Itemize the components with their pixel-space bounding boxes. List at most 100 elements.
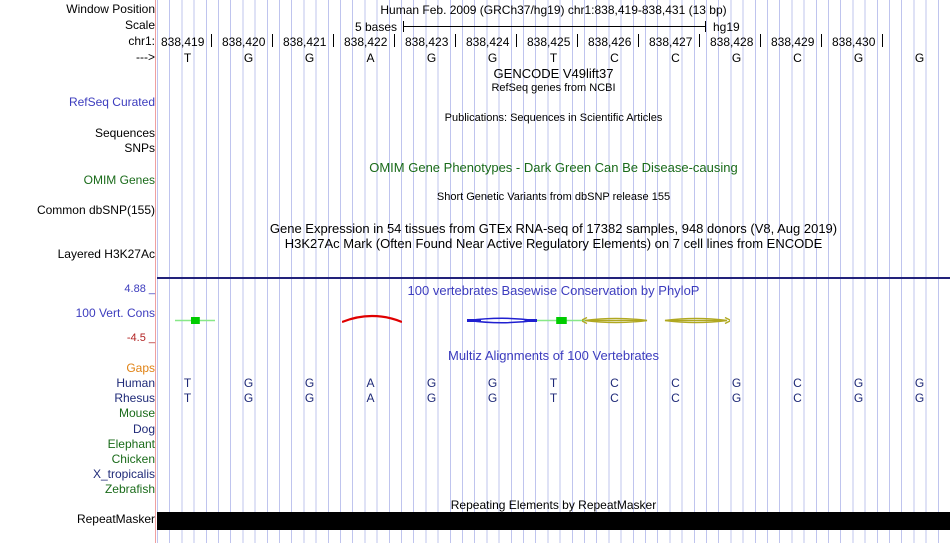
reference-base: C <box>793 51 802 65</box>
alignment-base-human: G <box>304 376 315 390</box>
label-common-dbsnp[interactable]: Common dbSNP(155) <box>36 203 155 217</box>
conservation-feature[interactable] <box>467 315 537 326</box>
conservation-feature[interactable] <box>342 312 402 323</box>
base-grid <box>157 0 950 543</box>
ruler-tick <box>882 34 883 47</box>
track-title-omim[interactable]: OMIM Gene Phenotypes - Dark Green Can Be… <box>369 160 738 175</box>
label-omim-genes[interactable]: OMIM Genes <box>83 173 155 187</box>
alignment-base-human: G <box>731 376 742 390</box>
track-title-gtex[interactable]: Gene Expression in 54 tissues from GTEx … <box>269 221 838 236</box>
track-title-repeatmasker[interactable]: Repeating Elements by RepeatMasker <box>450 498 657 512</box>
label-strand-arrow: ---> <box>136 50 155 64</box>
ruler-position-label: 838,429 <box>771 35 815 49</box>
ruler-position-label: 838,426 <box>588 35 632 49</box>
species-label-elephant[interactable]: Elephant <box>107 436 155 451</box>
label-gaps[interactable]: Gaps <box>126 361 155 375</box>
conservation-feature[interactable] <box>662 315 730 326</box>
reference-base: G <box>731 51 742 65</box>
alignment-base-rhesus: G <box>426 391 437 405</box>
species-label-mouse[interactable]: Mouse <box>118 406 155 421</box>
reference-base: G <box>243 51 254 65</box>
alignment-base-rhesus: T <box>549 391 558 405</box>
label-scale: Scale <box>124 18 155 32</box>
label-conservation-max: 4.88 _ <box>124 283 155 295</box>
alignment-base-human: C <box>793 376 802 390</box>
reference-base: C <box>610 51 619 65</box>
reference-base: G <box>914 51 925 65</box>
reference-base: G <box>304 51 315 65</box>
species-label-dog[interactable]: Dog <box>132 421 155 436</box>
alignment-base-human: T <box>549 376 558 390</box>
reference-base: G <box>853 51 864 65</box>
scale-label: 5 bases <box>355 20 398 34</box>
label-chrom: chr1: <box>128 34 155 48</box>
label-layered-h3k27ac[interactable]: Layered H3K27Ac <box>57 247 155 261</box>
track-title-gencode[interactable]: GENCODE V49lift37 <box>493 66 614 81</box>
alignment-base-human: C <box>610 376 619 390</box>
ruler-position-label: 838,419 <box>161 35 205 49</box>
track-title-multiz[interactable]: Multiz Alignments of 100 Vertebrates <box>447 348 659 363</box>
ruler-tick <box>821 34 822 47</box>
ruler-tick <box>638 34 639 47</box>
alignment-base-rhesus: G <box>731 391 742 405</box>
assembly-title: Human Feb. 2009 (GRCh37/hg19) chr1:838,4… <box>380 3 727 17</box>
label-snps[interactable]: SNPs <box>124 141 155 155</box>
reference-base: T <box>183 51 192 65</box>
alignment-base-rhesus: C <box>793 391 802 405</box>
ruler-tick <box>760 34 761 47</box>
track-title-refseq-ncbi[interactable]: RefSeq genes from NCBI <box>491 82 616 94</box>
alignment-base-rhesus: G <box>914 391 925 405</box>
alignment-base-rhesus: G <box>487 391 498 405</box>
alignment-base-rhesus: G <box>304 391 315 405</box>
ruler-position-label: 838,430 <box>832 35 876 49</box>
ruler-tick <box>394 34 395 47</box>
species-label-chicken[interactable]: Chicken <box>111 452 155 466</box>
track-label-column: Window Position Scale chr1: ---> RefSeq … <box>0 0 157 543</box>
track-title-h3k27ac[interactable]: H3K27Ac Mark (Often Found Near Active Re… <box>284 236 823 251</box>
track-viewport[interactable]: 838,419 838,420 838,421 838,422 838,423 838,4… <box>157 0 950 543</box>
track-title-dbsnp[interactable]: Short Genetic Variants from dbSNP releas… <box>436 191 671 203</box>
species-label-x_tropicalis[interactable]: X_tropicalis <box>92 467 155 482</box>
label-repeatmasker[interactable]: RepeatMasker <box>76 512 155 526</box>
conservation-feature[interactable] <box>582 315 650 326</box>
ruler-tick <box>211 34 212 47</box>
conservation-feature[interactable] <box>175 315 215 326</box>
label-sequences[interactable]: Sequences <box>94 126 155 140</box>
conservation-feature[interactable] <box>537 315 585 326</box>
label-conservation-min: -4.5 _ <box>126 332 155 344</box>
ruler-tick <box>272 34 273 47</box>
alignment-base-rhesus: T <box>183 391 192 405</box>
ruler-position-label: 838,428 <box>710 35 754 49</box>
track-title-publications[interactable]: Publications: Sequences in Scientific Ar… <box>444 112 663 124</box>
reference-base: C <box>671 51 680 65</box>
ruler-position-label: 838,425 <box>527 35 571 49</box>
label-100-vert-cons[interactable]: 100 Vert. Cons <box>75 306 155 320</box>
species-label-rhesus[interactable]: Rhesus <box>114 391 155 406</box>
label-window-position: Window Position <box>66 2 155 16</box>
track-title-phylop[interactable]: 100 vertebrates Basewise Conservation by… <box>407 283 700 298</box>
alignment-base-human: G <box>853 376 864 390</box>
alignment-base-rhesus: C <box>671 391 680 405</box>
repeatmasker-bar[interactable] <box>157 512 950 530</box>
db-label: hg19 <box>713 20 740 34</box>
scale-bar <box>403 26 705 27</box>
ruler-tick <box>577 34 578 47</box>
alignment-base-rhesus: C <box>610 391 619 405</box>
ruler-tick <box>516 34 517 47</box>
ruler-position-label: 838,422 <box>344 35 388 49</box>
alignment-base-human: A <box>366 376 375 390</box>
conservation-top-border <box>157 277 950 279</box>
ruler-position-label: 838,420 <box>222 35 266 49</box>
panel-divider <box>155 0 156 543</box>
scale-bar-cap-left <box>403 21 404 32</box>
alignment-base-human: G <box>426 376 437 390</box>
ruler-position-label: 838,427 <box>649 35 693 49</box>
label-refseq-curated[interactable]: RefSeq Curated <box>68 95 155 109</box>
alignment-base-rhesus: A <box>366 391 375 405</box>
reference-base: T <box>549 51 558 65</box>
alignment-base-human: T <box>183 376 192 390</box>
ruler-position-label: 838,424 <box>466 35 510 49</box>
species-label-human[interactable]: Human <box>116 376 155 390</box>
reference-base: A <box>366 51 375 65</box>
species-label-zebrafish[interactable]: Zebrafish <box>104 482 155 497</box>
